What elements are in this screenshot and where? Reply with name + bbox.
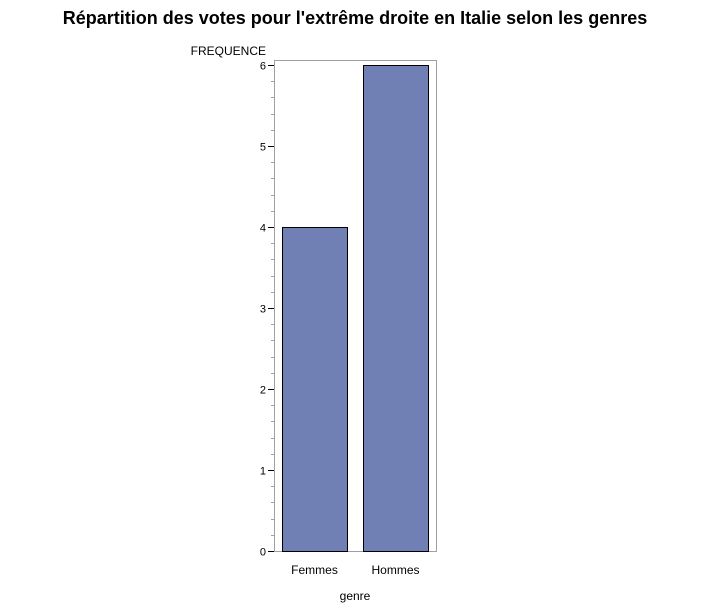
y-tick-label: 3 <box>260 304 266 316</box>
y-tick-label: 6 <box>260 61 266 73</box>
bar-hommes <box>363 65 429 552</box>
bars-group <box>282 65 429 552</box>
y-major-ticks: 0 1 2 3 4 5 6 <box>260 61 274 559</box>
y-tick-label: 5 <box>260 142 266 154</box>
bar-femmes <box>282 227 348 552</box>
y-tick-label: 0 <box>260 547 266 559</box>
chart-title: Répartition des votes pour l'extrême dro… <box>62 8 648 28</box>
x-axis-label: genre <box>340 589 371 603</box>
plot-frame <box>274 60 437 552</box>
x-tick-labels: Femmes Hommes <box>291 563 419 577</box>
y-tick-label: 1 <box>260 466 266 478</box>
y-tick-label: 4 <box>260 223 266 235</box>
y-minor-ticks <box>271 81 274 536</box>
x-tick-label: Hommes <box>371 563 419 577</box>
x-tick-label: Femmes <box>291 563 338 577</box>
y-tick-label: 2 <box>260 385 266 397</box>
y-axis-label: FREQUENCE <box>191 44 266 58</box>
